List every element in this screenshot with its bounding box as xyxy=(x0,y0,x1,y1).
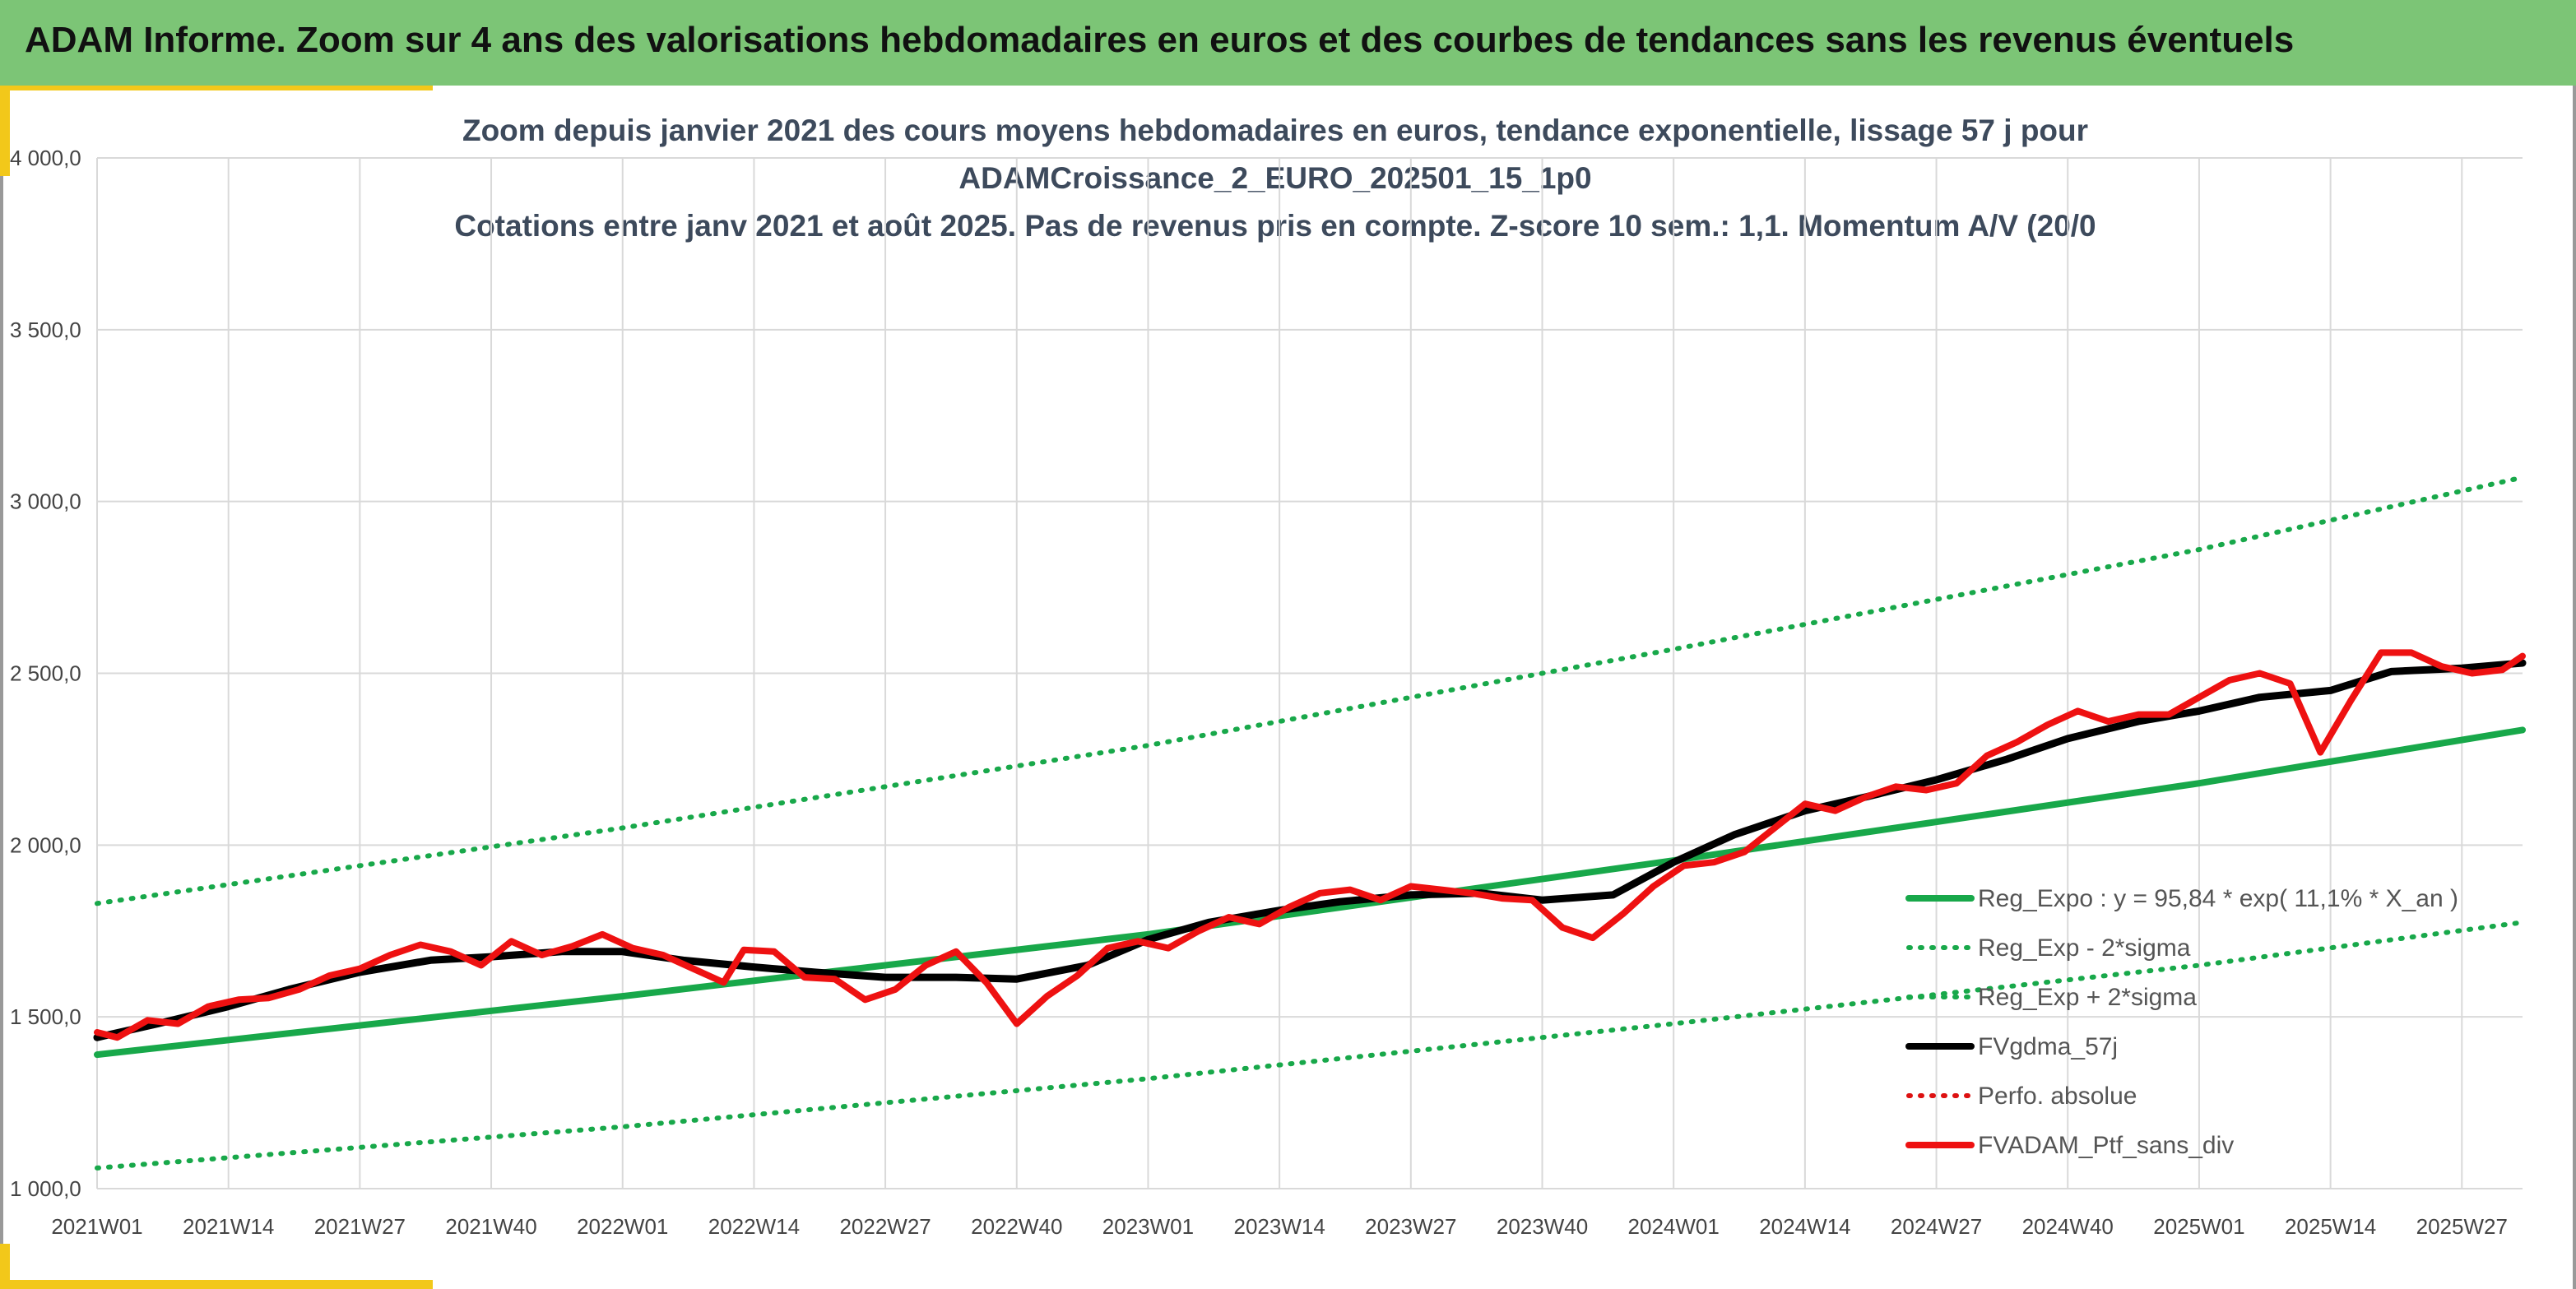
accent-bar-top-left xyxy=(0,86,433,90)
y-tick-label: 2 000,0 xyxy=(10,832,81,857)
legend-label: Reg_Exp - 2*sigma xyxy=(1978,934,2191,962)
accent-bar-left-bottom xyxy=(0,1244,10,1289)
x-tick-label: 2021W01 xyxy=(51,1214,142,1239)
x-tick-label: 2023W14 xyxy=(1233,1214,1325,1239)
x-tick-label: 2022W40 xyxy=(971,1214,1062,1239)
x-tick-label: 2025W14 xyxy=(2285,1214,2376,1239)
series-line-1 xyxy=(95,920,2525,1171)
y-tick-label: 3 500,0 xyxy=(10,318,81,342)
accent-bar-left-top xyxy=(0,86,10,176)
x-tick-label: 2022W01 xyxy=(577,1214,668,1239)
series-line-5 xyxy=(94,649,2526,1041)
chart-frame xyxy=(0,86,2576,1289)
y-tick-label: 4 000,0 xyxy=(10,146,81,170)
x-tick-label: 2024W14 xyxy=(1759,1214,1850,1239)
x-tick-label: 2023W40 xyxy=(1497,1214,1588,1239)
y-tick-label: 3 000,0 xyxy=(10,489,81,514)
header-bar: ADAM Informe. Zoom sur 4 ans des valoris… xyxy=(0,0,2576,86)
chart-title-line-1: Zoom depuis janvier 2021 des cours moyen… xyxy=(462,114,2089,147)
header-title: ADAM Informe. Zoom sur 4 ans des valoris… xyxy=(25,20,2295,60)
x-tick-label: 2021W14 xyxy=(183,1214,274,1239)
accent-bar-bottom-left xyxy=(0,1280,433,1289)
x-tick-label: 2021W40 xyxy=(445,1214,536,1239)
x-tick-label: 2024W01 xyxy=(1628,1214,1720,1239)
chart-title-line-2: ADAMCroissance_2_EURO_202501_15_1p0 xyxy=(958,161,1592,195)
legend-label: FVADAM_Ptf_sans_div xyxy=(1978,1132,2234,1159)
x-tick-label: 2021W27 xyxy=(314,1214,406,1239)
x-tick-label: 2024W27 xyxy=(1891,1214,1982,1239)
series-line-3 xyxy=(93,659,2527,1041)
x-tick-label: 2025W01 xyxy=(2153,1214,2244,1239)
y-tick-label: 1 500,0 xyxy=(10,1004,81,1029)
series-line-2 xyxy=(95,475,2525,906)
y-tick-label: 2 500,0 xyxy=(10,661,81,686)
x-tick-label: 2023W01 xyxy=(1102,1214,1194,1239)
legend-label: Perfo. absolue xyxy=(1978,1083,2137,1110)
y-tick-label: 1 000,0 xyxy=(10,1176,81,1201)
legend-label: Reg_Exp + 2*sigma xyxy=(1978,984,2197,1011)
x-tick-label: 2025W27 xyxy=(2416,1214,2508,1239)
x-tick-label: 2022W14 xyxy=(708,1214,800,1239)
x-tick-label: 2023W27 xyxy=(1365,1214,1456,1239)
legend-label: Reg_Expo : y = 95,84 * exp( 11,1% * X_an… xyxy=(1978,885,2458,912)
legend-label: FVgdma_57j xyxy=(1978,1033,2118,1060)
x-tick-label: 2024W40 xyxy=(2022,1214,2114,1239)
chart-title-line-3: Cotations entre janv 2021 et août 2025. … xyxy=(454,209,2096,243)
x-tick-label: 2022W27 xyxy=(839,1214,931,1239)
